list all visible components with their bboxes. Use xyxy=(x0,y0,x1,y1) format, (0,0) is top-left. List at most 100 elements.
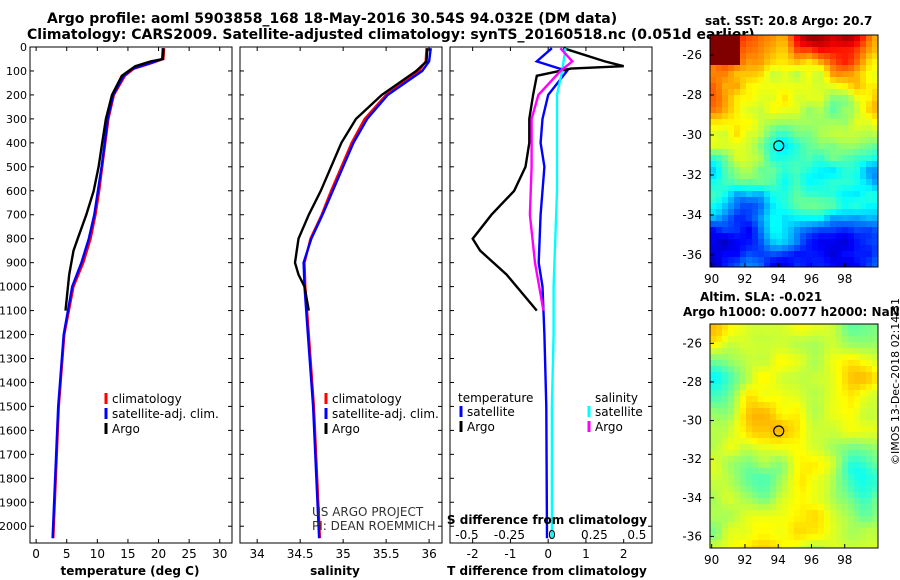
map-cell xyxy=(764,438,770,444)
map-cell xyxy=(716,143,722,149)
map-cell xyxy=(746,179,752,185)
map-cell xyxy=(860,119,866,125)
map-cell xyxy=(770,185,776,191)
map-cell xyxy=(722,71,728,77)
map-cell xyxy=(800,53,806,59)
map-cell xyxy=(848,432,854,438)
map-cell xyxy=(854,390,860,396)
map-cell xyxy=(866,522,872,528)
x-tick-label: 25 xyxy=(182,547,197,561)
y-tick-label: 300 xyxy=(6,113,27,126)
map-cell xyxy=(770,444,776,450)
map-cell xyxy=(782,173,788,179)
map-cell xyxy=(842,113,848,119)
map-cell xyxy=(836,522,842,528)
map-cell xyxy=(836,101,842,107)
map-cell xyxy=(812,408,818,414)
map-cell xyxy=(824,330,830,336)
map-cell xyxy=(836,468,842,474)
map-cell xyxy=(764,89,770,95)
map-cell xyxy=(842,414,848,420)
map-cell xyxy=(710,546,716,548)
map-cell xyxy=(806,528,812,534)
map-cell xyxy=(812,324,818,330)
map-cell xyxy=(776,65,782,71)
map-cell xyxy=(782,113,788,119)
map-cell xyxy=(866,245,872,251)
map-cell xyxy=(764,396,770,402)
map-cell xyxy=(782,131,788,137)
map-cell xyxy=(848,71,854,77)
map-cell xyxy=(842,95,848,101)
map-cell xyxy=(842,516,848,522)
map-cell xyxy=(794,167,800,173)
map-cell xyxy=(788,426,794,432)
map-cell xyxy=(794,378,800,384)
map-cell xyxy=(776,77,782,83)
map-cell xyxy=(794,113,800,119)
map-cell xyxy=(734,107,740,113)
map-cell xyxy=(866,330,872,336)
map-cell xyxy=(746,221,752,227)
map-cell xyxy=(812,468,818,474)
map-cell xyxy=(710,65,716,71)
map-cell xyxy=(752,101,758,107)
map-cell xyxy=(764,522,770,528)
map-cell xyxy=(752,245,758,251)
map-cell xyxy=(758,203,764,209)
map-cell xyxy=(782,414,788,420)
map-cell xyxy=(800,366,806,372)
map-cell xyxy=(776,480,782,486)
map-cell xyxy=(824,233,830,239)
map-cell xyxy=(848,197,854,203)
map-cell xyxy=(836,390,842,396)
map-cell xyxy=(806,221,812,227)
map-cell xyxy=(812,504,818,510)
map-cell xyxy=(848,486,854,492)
map-cell xyxy=(848,534,854,540)
map-cell xyxy=(734,221,740,227)
map-cell xyxy=(848,101,854,107)
map-cell xyxy=(812,113,818,119)
map-cell xyxy=(740,59,746,65)
map-cell xyxy=(836,372,842,378)
map-cell xyxy=(842,197,848,203)
map-cell xyxy=(854,35,860,41)
map-cell xyxy=(806,71,812,77)
map-cell xyxy=(728,161,734,167)
map-cell xyxy=(734,354,740,360)
map-cell xyxy=(836,414,842,420)
map-cell xyxy=(758,432,764,438)
map-cell xyxy=(734,77,740,83)
map-cell xyxy=(800,209,806,215)
map-cell xyxy=(824,324,830,330)
map-cell xyxy=(812,155,818,161)
map-cell xyxy=(716,426,722,432)
map-cell xyxy=(770,71,776,77)
map-cell xyxy=(818,444,824,450)
map-cell xyxy=(722,384,728,390)
map-cell xyxy=(860,366,866,372)
map-cell xyxy=(728,540,734,546)
map-cell xyxy=(740,119,746,125)
map-cell xyxy=(716,372,722,378)
map-cell xyxy=(830,263,836,267)
map-cell xyxy=(770,336,776,342)
map-cell xyxy=(776,209,782,215)
map-cell xyxy=(728,426,734,432)
map-cell xyxy=(806,456,812,462)
map-cell xyxy=(830,119,836,125)
map-cell xyxy=(824,245,830,251)
map-cell xyxy=(860,233,866,239)
map-cell xyxy=(722,420,728,426)
map-cell xyxy=(806,348,812,354)
map-cell xyxy=(842,185,848,191)
map-cell xyxy=(824,83,830,89)
map-cell xyxy=(794,504,800,510)
map-cell xyxy=(782,257,788,263)
map-cell xyxy=(764,336,770,342)
map-cell xyxy=(872,384,878,390)
map-cell xyxy=(758,420,764,426)
map-cell xyxy=(812,534,818,540)
x-tick-label: 10 xyxy=(90,547,105,561)
